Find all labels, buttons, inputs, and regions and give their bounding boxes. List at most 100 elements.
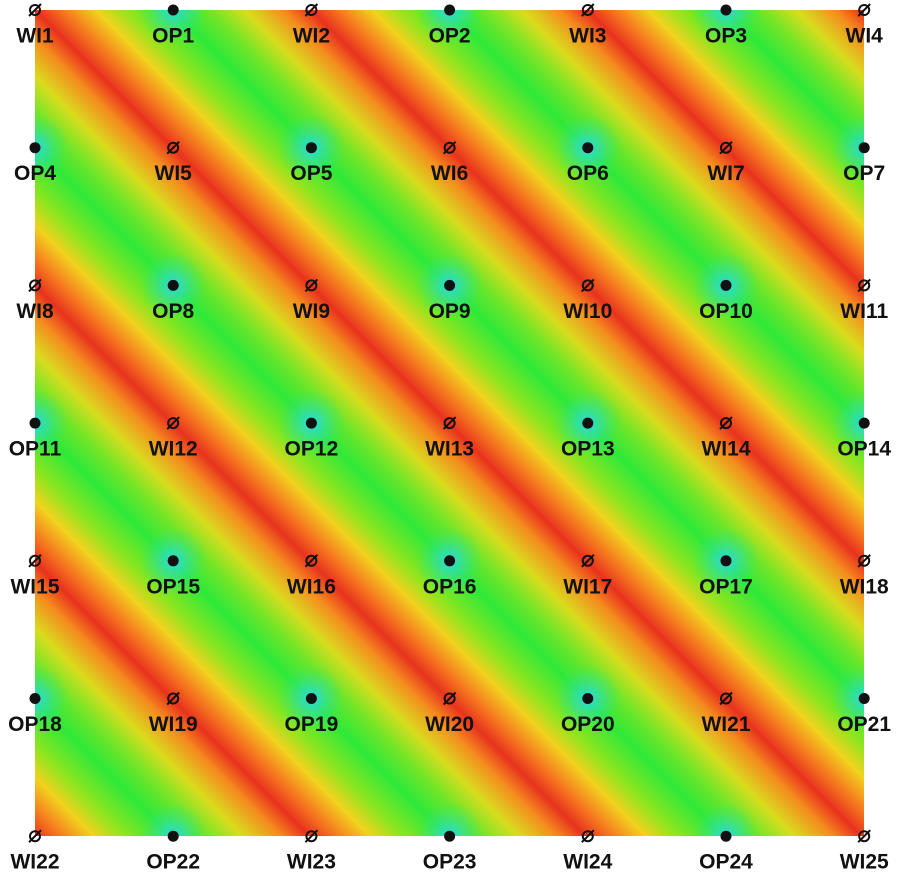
producer-symbol: [720, 555, 732, 567]
injector-slash: [304, 278, 319, 293]
injector-slash: [28, 554, 42, 568]
producer-symbol: [167, 555, 179, 567]
producer-symbol: [720, 830, 732, 842]
injector-symbol: [29, 554, 41, 567]
well-label: OP20: [561, 713, 615, 736]
injector-symbol: [305, 4, 318, 16]
injector-slash: [166, 140, 180, 155]
well-label: OP4: [14, 162, 56, 185]
well-label: WI21: [701, 713, 750, 736]
well-label: OP18: [8, 713, 62, 736]
well-label: OP11: [9, 438, 62, 461]
well-label: OP7: [843, 162, 885, 185]
producer-symbol: [582, 142, 594, 154]
well-label: OP2: [429, 25, 471, 48]
producer-symbol: [444, 4, 456, 16]
injector-slash: [304, 829, 319, 843]
injector-slash: [581, 3, 595, 17]
injector-symbol: [858, 830, 871, 843]
well-label: OP17: [699, 575, 753, 598]
injector-symbol: [305, 554, 318, 567]
producer-symbol: [167, 4, 179, 16]
well-label: WI15: [10, 575, 59, 598]
well-label: OP24: [699, 851, 753, 874]
injector-slash: [581, 829, 595, 843]
well-label: OP1: [152, 25, 194, 48]
well-label: OP5: [290, 162, 332, 185]
injector-symbol: [305, 279, 318, 292]
producer-halo: [830, 113, 864, 182]
injector-slash: [442, 691, 457, 706]
well-label: WI14: [701, 438, 750, 461]
well-label: WI22: [10, 851, 59, 874]
producer-halo: [139, 802, 208, 836]
well-label: OP16: [423, 575, 477, 598]
producer-halo: [830, 664, 864, 733]
producer-halo: [35, 664, 69, 733]
well-label: WI12: [149, 438, 198, 461]
injector-slash: [28, 829, 42, 843]
well-label: WI4: [846, 25, 884, 48]
well-label: OP15: [146, 575, 200, 598]
producer-symbol: [582, 693, 594, 704]
producer-halo: [415, 10, 484, 44]
well-label: OP3: [705, 25, 747, 48]
injector-symbol: [720, 417, 732, 430]
producer-halo: [415, 802, 484, 836]
well-label: OP13: [561, 438, 615, 461]
producer-symbol: [167, 279, 179, 291]
well-label: OP14: [837, 438, 891, 461]
producer-symbol: [29, 417, 41, 429]
injector-slash: [442, 416, 457, 430]
well-label: WI6: [431, 162, 468, 185]
injector-slash: [166, 416, 180, 430]
well-label: WI10: [563, 300, 612, 323]
injector-slash: [857, 3, 871, 17]
injector-symbol: [167, 417, 180, 430]
injector-symbol: [29, 279, 41, 292]
injector-slash: [166, 691, 180, 706]
well-label: WI7: [707, 162, 744, 185]
well-label: WI17: [563, 575, 612, 598]
well-label: WI23: [287, 851, 336, 874]
producer-symbol: [444, 279, 456, 291]
injector-slash: [719, 691, 733, 706]
well-label: OP10: [699, 300, 753, 323]
injector-symbol: [720, 141, 732, 154]
injector-slash: [304, 3, 319, 17]
injector-symbol: [858, 279, 871, 292]
producer-symbol: [720, 279, 732, 291]
injector-symbol: [167, 692, 180, 705]
injector-symbol: [858, 554, 871, 567]
producer-symbol: [305, 417, 317, 429]
injector-slash: [857, 829, 871, 843]
producer-symbol: [305, 693, 317, 704]
producer-halo: [830, 389, 864, 458]
injector-symbol: [443, 417, 456, 430]
well-label: OP19: [285, 713, 339, 736]
producer-symbol: [305, 142, 317, 154]
well-label: WI2: [293, 25, 330, 48]
well-label: WI8: [16, 300, 54, 323]
producer-symbol: [167, 830, 179, 842]
producer-symbol: [858, 142, 870, 154]
injector-slash: [581, 554, 595, 568]
injector-symbol: [305, 830, 318, 843]
producer-halo: [35, 389, 69, 458]
well-label: WI11: [840, 300, 888, 323]
injector-slash: [857, 554, 871, 568]
injector-symbol: [581, 279, 594, 292]
injector-slash: [442, 140, 457, 155]
injector-symbol: [581, 4, 594, 16]
well-label: OP9: [429, 300, 471, 323]
well-label: OP22: [146, 851, 200, 874]
injector-slash: [304, 554, 319, 568]
injector-symbol: [581, 554, 594, 567]
injector-symbol: [29, 830, 41, 843]
injector-symbol: [443, 692, 456, 705]
well-label: WI16: [287, 575, 336, 598]
well-label: OP8: [152, 300, 194, 323]
producer-symbol: [582, 417, 594, 429]
